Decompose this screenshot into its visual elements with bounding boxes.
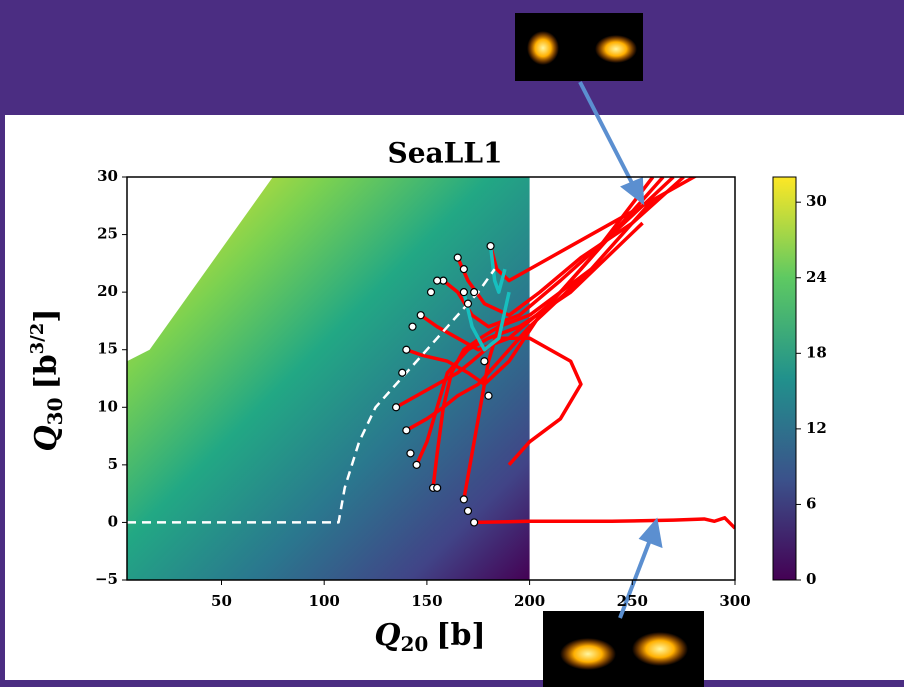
start-point xyxy=(487,243,494,250)
colorbar-tick-label: 30 xyxy=(806,192,827,210)
colorbar-tick-label: 6 xyxy=(806,494,816,512)
start-point xyxy=(460,496,467,503)
start-point xyxy=(454,254,461,261)
start-point xyxy=(409,323,416,330)
y-tick-label: 0 xyxy=(108,512,118,530)
y-tick-label: 15 xyxy=(97,340,118,358)
y-tick-label: 25 xyxy=(97,225,118,243)
start-point xyxy=(403,427,410,434)
x-tick-label: 150 xyxy=(411,592,442,610)
colorbar-tick-label: 18 xyxy=(806,343,827,361)
start-point xyxy=(481,358,488,365)
start-point xyxy=(485,392,492,399)
start-point xyxy=(417,312,424,319)
x-tick-label: 250 xyxy=(617,592,648,610)
inset-bottom xyxy=(543,611,704,687)
y-tick-label: −5 xyxy=(95,570,118,588)
start-point xyxy=(407,450,414,457)
start-point xyxy=(460,289,467,296)
colorbar-tick-label: 24 xyxy=(806,268,827,286)
x-tick-label: 200 xyxy=(514,592,545,610)
start-point xyxy=(460,266,467,273)
y-tick-label: 20 xyxy=(97,282,118,300)
start-point xyxy=(434,484,441,491)
y-tick-label: 10 xyxy=(97,397,118,415)
x-tick-label: 300 xyxy=(719,592,750,610)
start-point xyxy=(413,461,420,468)
inset-top xyxy=(515,13,643,81)
colorbar xyxy=(773,177,796,580)
start-point xyxy=(464,300,471,307)
chart-title: SeaLL1 xyxy=(387,137,502,170)
start-point xyxy=(428,289,435,296)
start-point xyxy=(471,289,478,296)
x-tick-label: 100 xyxy=(309,592,340,610)
slide: SeaLL1 Q20[b] Q30[b3/2] 5010015020025030… xyxy=(0,0,904,687)
start-point xyxy=(403,346,410,353)
colorbar-tick-label: 12 xyxy=(806,419,827,437)
start-point xyxy=(399,369,406,376)
y-tick-label: 5 xyxy=(108,455,118,473)
start-point xyxy=(464,507,471,514)
start-point xyxy=(393,404,400,411)
x-tick-label: 50 xyxy=(211,592,232,610)
start-point xyxy=(471,519,478,526)
start-point xyxy=(434,277,441,284)
colorbar-tick-label: 0 xyxy=(806,570,816,588)
y-tick-label: 30 xyxy=(97,167,118,185)
